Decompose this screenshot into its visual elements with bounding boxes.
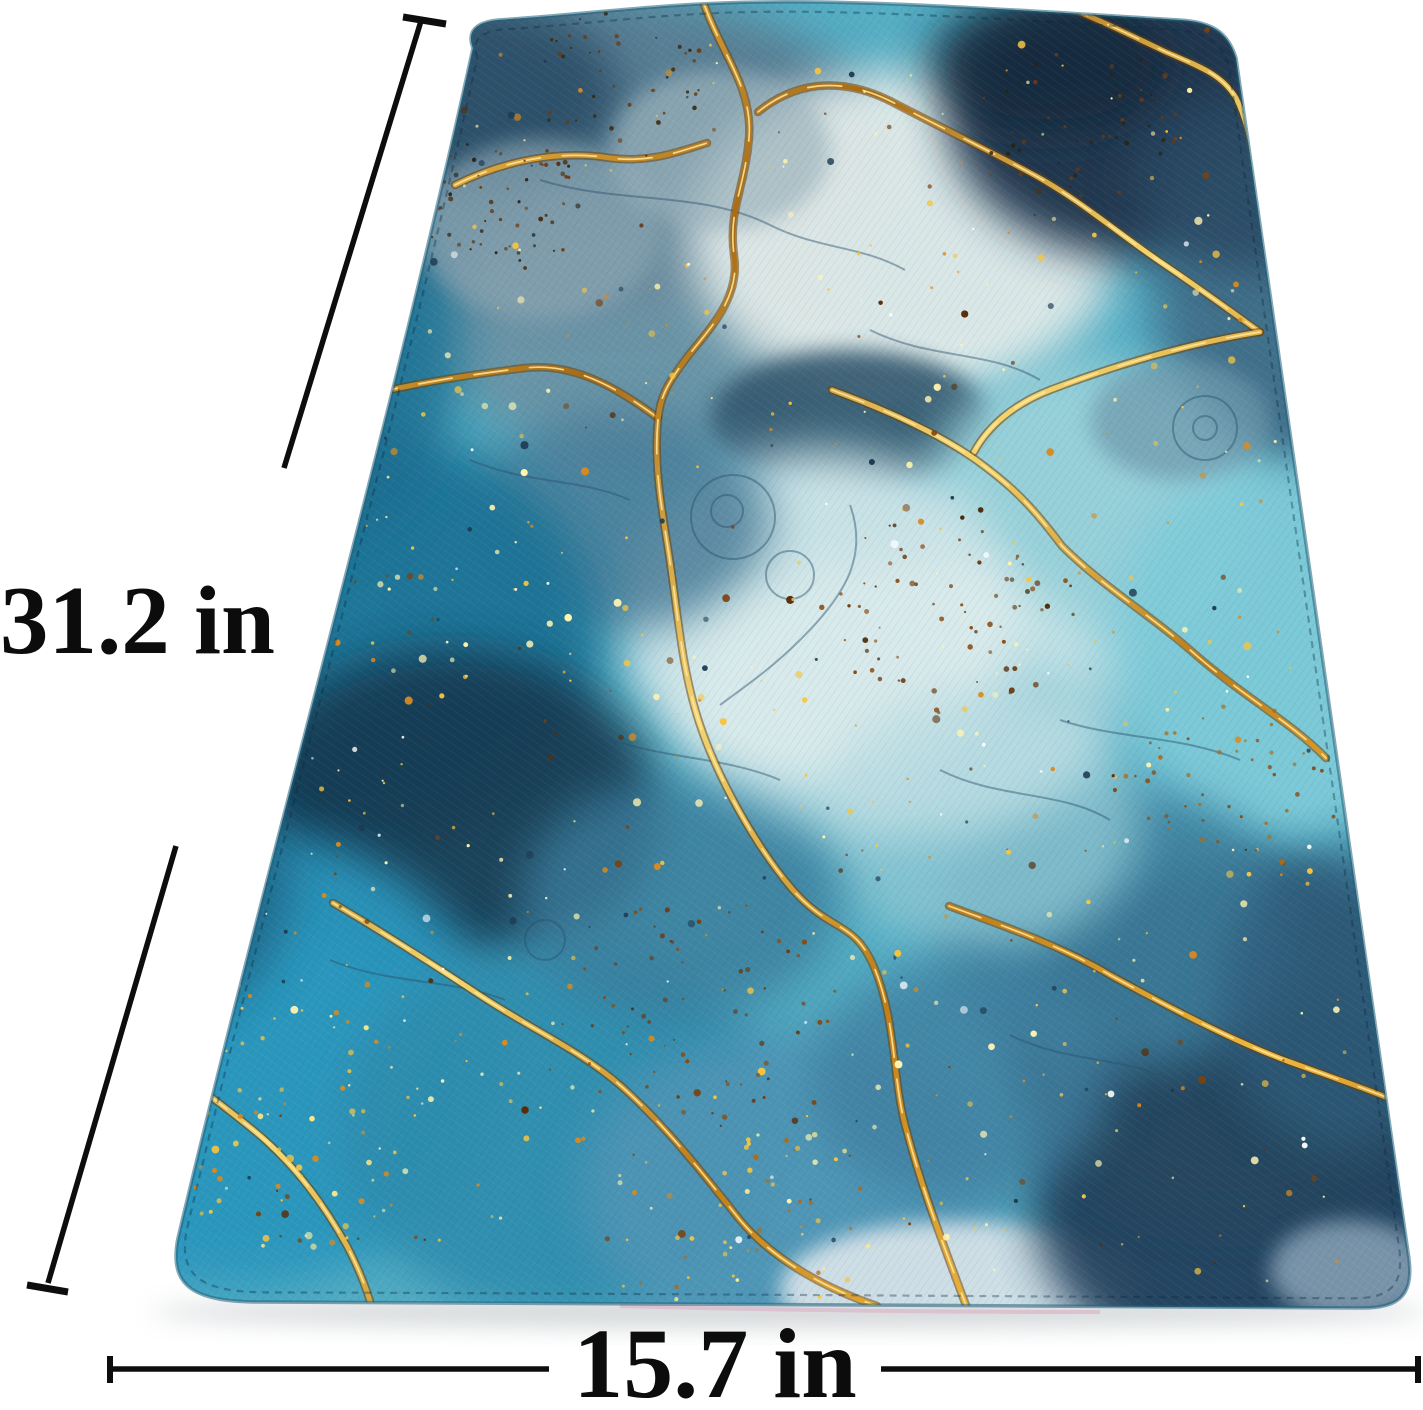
width-dimension-line [107, 1356, 1421, 1383]
height-cap-bottom [26, 1281, 69, 1296]
height-segment-lower [45, 845, 179, 1284]
height-segment-upper [281, 20, 424, 469]
height-cap-top [402, 13, 447, 28]
height-dimension-label: 31.2 in [0, 567, 275, 674]
edge-binding [619, 1304, 1101, 1314]
glitter-layer [176, 11, 1347, 1309]
width-dimension-label: 15.7 in [573, 1308, 857, 1410]
height-dimension-line [26, 13, 447, 1296]
